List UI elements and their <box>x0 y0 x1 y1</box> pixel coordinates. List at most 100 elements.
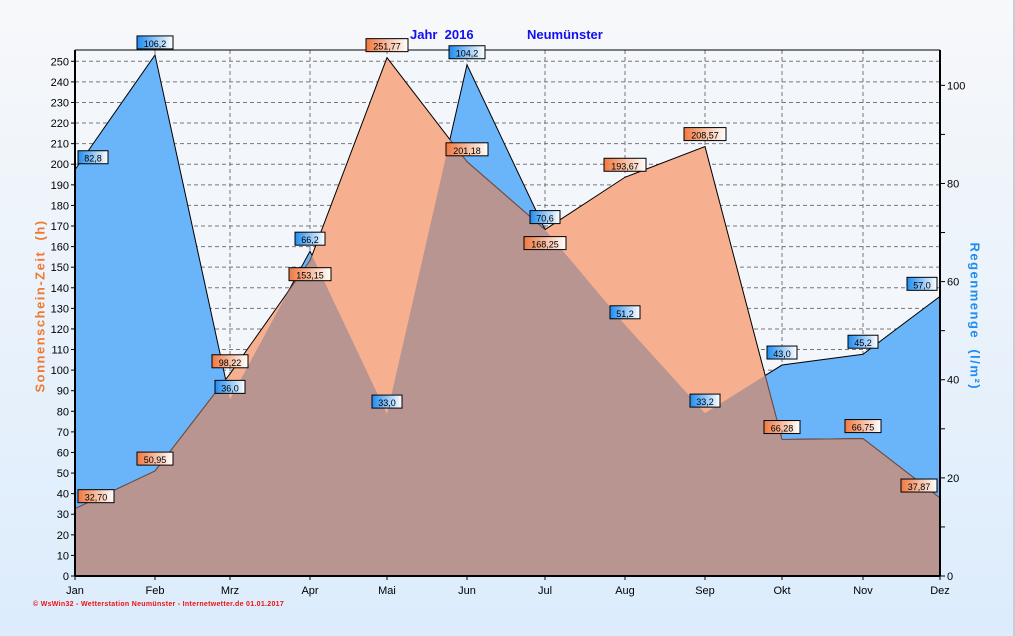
data-label-regen-box <box>136 35 174 50</box>
footer-credit: © WsWin32 - Wetterstation Neumünster - I… <box>33 601 285 608</box>
data-label-regen-box <box>906 276 938 291</box>
y-tick-label-left: 80 <box>57 406 69 418</box>
data-label-sonne-text: 37,87 <box>908 482 931 492</box>
data-label-sonne: 37,87 <box>900 478 938 493</box>
data-label-sonne-box <box>900 478 938 493</box>
data-label-regen: 70,6 <box>529 210 561 225</box>
y-tick-label-left: 30 <box>57 509 69 521</box>
chart-title: Jahr 2016 <box>410 27 474 42</box>
data-label-regen-text: 104,2 <box>456 49 479 59</box>
data-label-sonne-text: 66,28 <box>771 424 794 434</box>
y-tick-label-left: 150 <box>51 262 69 274</box>
y-tick-label-left: 210 <box>51 139 69 151</box>
data-label-regen: 57,0 <box>906 276 938 291</box>
data-label-sonne-box <box>445 142 489 157</box>
x-tick-label: Nov <box>853 585 873 597</box>
x-tick-label: Mrz <box>221 585 239 597</box>
data-label-sonne: 153,15 <box>288 267 332 282</box>
data-label-regen: 82,8 <box>77 150 109 165</box>
y-tick-label-left: 110 <box>51 345 69 357</box>
y-tick-label-left: 120 <box>51 324 69 336</box>
x-tick-label: Okt <box>773 585 790 597</box>
data-label-sonne-box <box>365 38 409 53</box>
x-tick-label: Feb <box>146 585 165 597</box>
y-tick-label-left: 170 <box>51 221 69 233</box>
data-label-regen-text: 43,0 <box>773 349 791 359</box>
data-label-regen: 33,2 <box>689 393 721 408</box>
data-label-sonne-box <box>211 354 249 369</box>
data-label-sonne-box <box>77 489 115 504</box>
data-label-regen-box <box>448 45 486 60</box>
data-label-sonne: 201,18 <box>445 142 489 157</box>
y-tick-label-left: 200 <box>51 159 69 171</box>
data-label-sonne-box <box>763 420 801 435</box>
data-label-regen-text: 66,2 <box>301 235 319 245</box>
data-label-sonne: 66,28 <box>763 420 801 435</box>
data-label-sonne-text: 50,95 <box>144 455 167 465</box>
y-tick-label-left: 180 <box>51 200 69 212</box>
data-label-sonne: 251,77 <box>365 38 409 53</box>
data-label-sonne-text: 251,77 <box>373 42 401 52</box>
y-tick-label-left: 60 <box>57 447 69 459</box>
series-overlap-area <box>75 56 940 576</box>
data-label-regen-box <box>689 393 721 408</box>
data-label-regen-box <box>77 150 109 165</box>
data-label-sonne-box <box>523 236 567 251</box>
x-tick-label: Mai <box>378 585 396 597</box>
y-tick-label-left: 220 <box>51 118 69 130</box>
data-label-sonne-box <box>136 451 174 466</box>
chart-subtitle: Neumünster <box>527 27 603 42</box>
data-label-regen: 43,0 <box>766 345 798 360</box>
x-tick-label: Aug <box>615 585 635 597</box>
data-label-regen-text: 106,2 <box>144 39 167 49</box>
y-tick-label-left: 230 <box>51 97 69 109</box>
data-label-regen-text: 82,8 <box>84 154 102 164</box>
y-tick-label-right: 100 <box>947 80 965 92</box>
data-label-sonne-text: 32,70 <box>85 493 108 503</box>
y-tick-label-right: 40 <box>947 375 959 387</box>
data-label-regen-box <box>529 210 561 225</box>
data-label-regen: 106,2 <box>136 35 174 50</box>
data-label-regen-text: 57,0 <box>913 280 931 290</box>
y-axis-right-label: Regenmenge (l/m²) <box>967 242 983 391</box>
y-tick-label-left: 40 <box>57 489 69 501</box>
data-label-sonne-text: 153,15 <box>296 271 324 281</box>
data-label-sonne-text: 168,25 <box>531 240 559 250</box>
data-label-sonne-box <box>683 127 727 142</box>
data-label-regen: 45,2 <box>847 334 879 349</box>
x-tick-label: Sep <box>695 585 715 597</box>
data-label-sonne: 50,95 <box>136 451 174 466</box>
y-tick-label-left: 190 <box>51 180 69 192</box>
data-label-regen: 36,0 <box>214 379 246 394</box>
data-label-sonne-text: 66,75 <box>852 423 875 433</box>
data-label-regen-text: 51,2 <box>616 309 634 319</box>
data-label-sonne-box <box>288 267 332 282</box>
data-label-regen: 66,2 <box>294 231 326 246</box>
y-tick-label-left: 160 <box>51 242 69 254</box>
data-label-regen: 51,2 <box>609 305 641 320</box>
data-label-sonne: 193,67 <box>603 157 647 172</box>
data-label-regen-box <box>371 394 403 409</box>
data-label-regen-box <box>294 231 326 246</box>
data-label-regen-text: 33,2 <box>696 397 714 407</box>
y-tick-label-left: 0 <box>63 571 69 583</box>
y-tick-label-left: 240 <box>51 77 69 89</box>
x-tick-label: Jan <box>66 585 84 597</box>
data-label-regen-text: 36,0 <box>221 383 239 393</box>
y-tick-label-left: 130 <box>51 303 69 315</box>
data-label-sonne-box <box>844 419 882 434</box>
data-label-sonne-text: 193,67 <box>611 161 639 171</box>
data-label-regen-text: 45,2 <box>854 338 872 348</box>
y-tick-label-left: 50 <box>57 468 69 480</box>
data-label-regen-box <box>214 379 246 394</box>
data-label-sonne-text: 98,22 <box>219 358 242 368</box>
data-label-sonne-text: 201,18 <box>453 146 481 156</box>
y-tick-label-left: 140 <box>51 283 69 295</box>
data-label-sonne-text: 208,57 <box>691 131 719 141</box>
data-label-regen-text: 33,0 <box>378 398 396 408</box>
y-tick-label-right: 0 <box>947 571 953 583</box>
y-tick-label-left: 90 <box>57 386 69 398</box>
data-label-sonne-box <box>603 157 647 172</box>
